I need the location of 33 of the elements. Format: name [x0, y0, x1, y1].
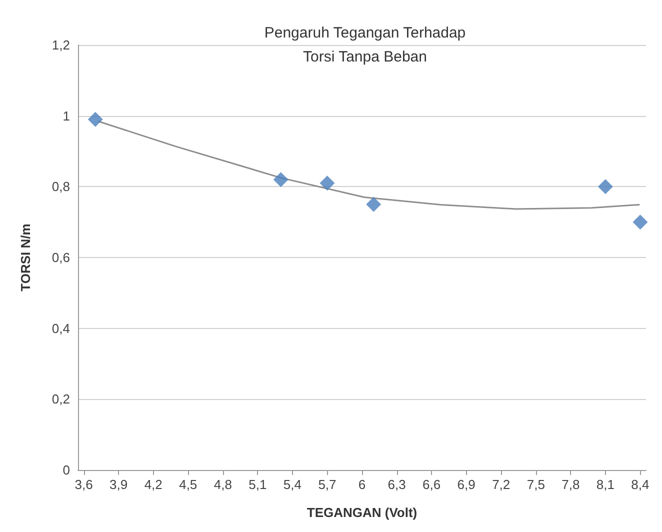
- x-tick-label: 4,5: [179, 477, 198, 492]
- y-tick-label: 1: [62, 108, 70, 124]
- x-tick-label: 3,9: [110, 477, 128, 492]
- x-tick-label: 5,4: [283, 477, 302, 492]
- y-tick-label: 0: [62, 462, 70, 478]
- point: [366, 196, 382, 212]
- x-tick-label: 6,9: [457, 477, 476, 492]
- x-tick-label: 4,8: [214, 477, 232, 492]
- y-tick-label: 0,4: [52, 320, 70, 336]
- y-tick-label: 0,8: [52, 179, 70, 194]
- x-tick-label: 6,6: [422, 477, 441, 492]
- x-tick-label: 5,1: [248, 477, 267, 492]
- x-tick-label: 7,8: [562, 477, 580, 492]
- x-tick-label: 6: [358, 477, 366, 492]
- point: [320, 176, 335, 191]
- y-tick-label: 0,6: [52, 250, 70, 265]
- y-axis-title: TORSI N/m: [18, 224, 33, 292]
- y-tick-label: 1,2: [52, 38, 70, 52]
- x-tick-label: 6,3: [388, 477, 406, 492]
- x-tick-label: 3,6: [74, 477, 93, 492]
- x-tick-label: 5,7: [318, 477, 336, 492]
- chart-title: Pengaruh Tegangan Terhadap Torsi Tanpa Beban: [264, 24, 466, 66]
- x-tick-label: 7,5: [526, 477, 545, 492]
- point: [598, 179, 613, 194]
- x-tick-label: 4,2: [144, 477, 162, 492]
- y-tick-label: 0,2: [52, 392, 70, 407]
- point: [273, 172, 288, 188]
- x-tick-label: 7,2: [492, 477, 510, 492]
- x-axis-title: TEGANGAN (Volt): [306, 505, 418, 520]
- point: [632, 214, 648, 230]
- point: [88, 112, 103, 127]
- x-tick-label: 8,4: [631, 477, 650, 492]
- x-tick-label: 8,1: [596, 477, 614, 492]
